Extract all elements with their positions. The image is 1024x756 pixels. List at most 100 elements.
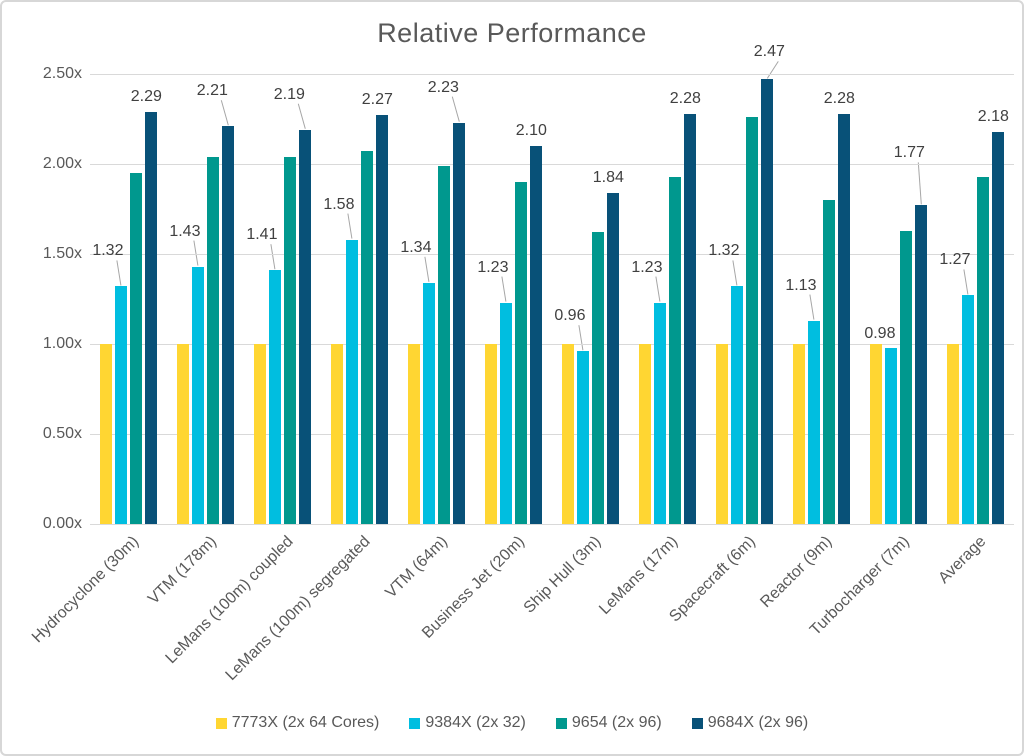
bar (977, 176, 990, 524)
bar (561, 344, 574, 524)
bar (207, 156, 220, 524)
legend-item: 9684X (2x 96) (691, 714, 809, 732)
bar (900, 230, 913, 524)
leader-line (451, 96, 460, 122)
bar (792, 344, 805, 524)
legend-label: 9684X (2x 96) (707, 714, 809, 731)
legend-label: 9654 (2x 96) (571, 714, 662, 731)
y-tick-label: 1.00x (42, 335, 82, 352)
bar (730, 286, 743, 524)
gridline (90, 163, 1014, 165)
leader-line (297, 103, 306, 129)
legend-swatch-icon (691, 717, 703, 729)
bar (114, 286, 127, 524)
leader-line (766, 61, 779, 79)
bar (222, 126, 235, 524)
chart-title: Relative Performance (377, 18, 647, 48)
bar (915, 205, 928, 524)
bar (407, 344, 420, 524)
leader-line (578, 325, 584, 351)
legend-item: 9384X (2x 32) (409, 714, 526, 732)
bar-value-label: 1.32 (92, 242, 124, 260)
y-tick-label: 0.00x (42, 515, 82, 532)
x-category-label: LeMans (17m) (596, 533, 682, 618)
bar (761, 79, 774, 524)
bar (992, 131, 1005, 524)
x-category-label: LeMans (100m) segregated (222, 533, 374, 685)
x-category-label: Hydrocyclone (30m) (29, 533, 143, 647)
legend-swatch-icon (409, 717, 421, 729)
bar (607, 192, 620, 524)
bar (438, 165, 451, 524)
bar (530, 146, 543, 524)
bar (330, 344, 343, 524)
leader-line (347, 213, 353, 239)
bar (376, 115, 389, 524)
bar-value-label: 1.23 (631, 258, 663, 276)
bar-value-label: 1.23 (477, 258, 509, 276)
bar (961, 295, 974, 524)
leader-line (655, 276, 661, 302)
gridline (90, 343, 1014, 345)
bar (592, 232, 605, 524)
bar (361, 151, 374, 524)
bar-value-label: 0.98 (864, 324, 896, 342)
x-category-label: LeMans (100m) coupled (162, 533, 297, 668)
bar (869, 344, 882, 524)
bar (176, 344, 189, 524)
bar (576, 351, 589, 524)
gridline (90, 433, 1014, 435)
y-tick-label: 0.50x (42, 425, 82, 442)
bar (191, 266, 204, 524)
leader-line (424, 256, 430, 282)
leader-line (270, 244, 276, 270)
x-category-label: VTM (178m) (144, 533, 220, 608)
bar-value-label: 2.28 (823, 89, 855, 107)
bar (345, 239, 358, 524)
bar-value-label: 1.34 (400, 238, 432, 256)
bar (130, 173, 143, 524)
leader-line (917, 162, 922, 205)
bar-value-label: 1.27 (939, 251, 971, 269)
bar-value-label: 2.10 (515, 122, 547, 139)
bar (99, 344, 112, 524)
bar-value-label: 2.19 (273, 85, 305, 103)
y-tick-label: 1.50x (42, 245, 82, 262)
bar-value-label: 2.27 (361, 91, 393, 109)
gridline (90, 73, 1014, 75)
legend-label: 9384X (2x 32) (425, 714, 526, 731)
bar (253, 344, 266, 524)
y-tick-label: 2.50x (42, 65, 82, 82)
bar (515, 182, 528, 524)
bar-value-label: 1.13 (785, 276, 817, 294)
bar-value-label: 1.84 (592, 168, 624, 186)
leader-line (220, 100, 229, 126)
bar-value-label: 2.21 (196, 82, 228, 100)
x-category-label: Reactor (9m) (757, 533, 836, 612)
bar (823, 200, 836, 524)
bar-value-label: 2.47 (753, 43, 785, 61)
y-tick-label: 2.00x (42, 155, 82, 172)
bar-value-label: 0.96 (554, 307, 586, 325)
bar (653, 302, 666, 524)
legend-item: 7773X (2x 64 Cores) (215, 714, 380, 732)
gridline (90, 253, 1014, 255)
bar (145, 111, 158, 524)
x-category-label: Average (935, 533, 990, 587)
bar (638, 344, 651, 524)
bar (715, 344, 728, 524)
bar-value-label: 2.29 (130, 87, 162, 105)
bar-value-label: 1.41 (246, 226, 278, 244)
leader-line (732, 260, 738, 286)
bar-value-label: 1.43 (169, 222, 201, 240)
bar (946, 344, 959, 524)
legend-swatch-icon (215, 717, 227, 729)
bar (268, 270, 281, 524)
leader-line (963, 269, 969, 295)
bar (807, 320, 820, 524)
legend-label: 7773X (2x 64 Cores) (231, 714, 380, 731)
bar-value-label: 2.28 (669, 89, 701, 107)
x-category-label: Ship Hull (3m) (520, 533, 605, 617)
leader-line (116, 260, 122, 286)
